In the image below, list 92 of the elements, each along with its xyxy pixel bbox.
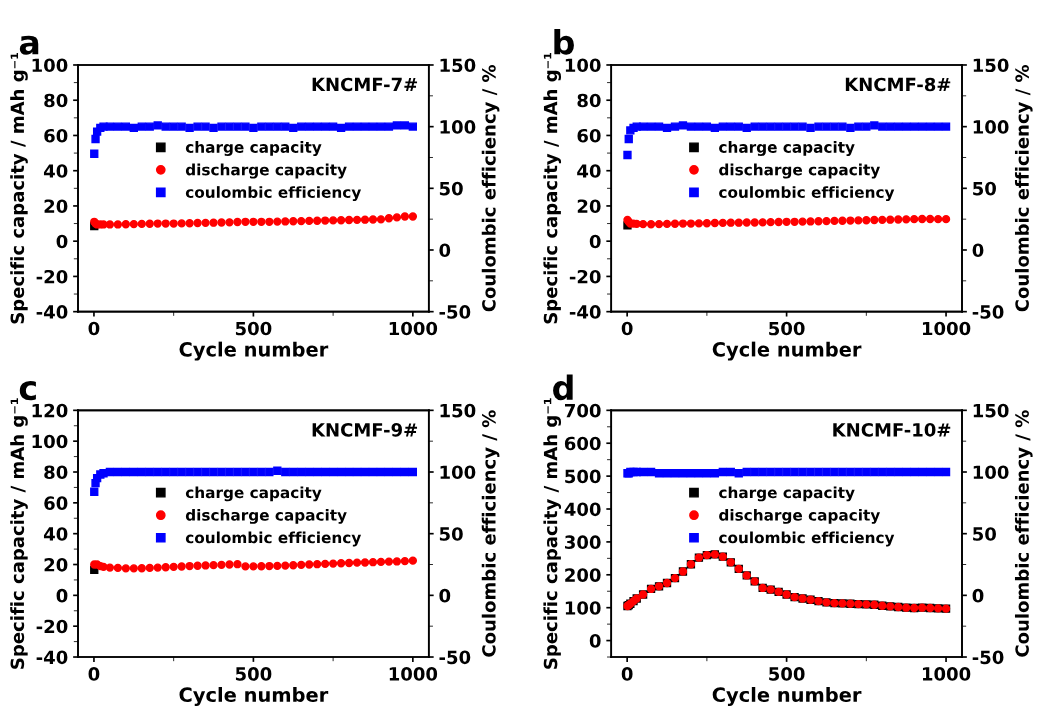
x-tick-label: 500	[769, 667, 805, 681]
y2-tick-label: 150	[973, 58, 1009, 73]
legend-label: charge capacity	[185, 141, 322, 156]
annotation: KNCMF-10#	[833, 422, 951, 437]
y2-tick-label: 100	[440, 465, 476, 480]
x-axis-title: Cycle number	[179, 686, 329, 706]
y-tick-label: 80	[44, 465, 68, 480]
y2-tick-label: 0	[972, 588, 984, 603]
y-tick-label: -40	[36, 305, 68, 319]
y2-tick-label: 100	[973, 120, 1009, 134]
y-tick-label: 0	[56, 234, 68, 249]
legend-label: coulombic efficiency	[185, 531, 362, 547]
x-tick-label: 0	[88, 667, 100, 681]
y-tick-label: 400	[564, 502, 601, 517]
y-tick-label: 300	[565, 535, 601, 550]
y2-tick-label: 0	[972, 243, 984, 258]
y2-tick-label: 50	[973, 181, 996, 196]
legend-label: charge capacity	[719, 486, 855, 502]
x-axis-title: Cycle number	[712, 686, 862, 706]
y-tick-label: 80	[577, 93, 601, 108]
y2-axis-title: Coulombic efficiency / %	[1014, 410, 1033, 657]
y2-tick-label: 0	[439, 243, 451, 258]
y2-axis-title: Coulombic efficiency / %	[1014, 64, 1033, 312]
y-tick-label: -40	[36, 650, 68, 665]
y-tick-label: 40	[43, 164, 68, 178]
y-tick-label: 100	[32, 58, 68, 73]
annotation: KNCMF-8#	[845, 77, 951, 92]
y-tick-label: 600	[564, 436, 601, 451]
y-tick-label: 20	[44, 199, 68, 214]
legend-label: coulombic efficiency	[185, 186, 362, 202]
legend-label: charge capacity	[185, 486, 322, 502]
x-tick-label: 0	[621, 321, 633, 336]
annotation: KNCMF-7#	[312, 77, 418, 92]
y2-tick-label: -50	[972, 305, 1004, 319]
y2-tick-label: 150	[440, 58, 476, 73]
text: b	[554, 29, 574, 55]
y-tick-label: 0	[589, 234, 601, 249]
y-tick-label: 40	[577, 164, 601, 178]
x-tick-label: 0	[88, 321, 100, 336]
y-axis-title: Specific capacity / mAh g⁻¹	[10, 52, 28, 324]
x-axis-title: Cycle number	[179, 341, 329, 361]
y2-tick-label: 150	[973, 403, 1009, 418]
y2-tick-label: -50	[972, 650, 1004, 665]
y2-tick-label: 150	[440, 403, 476, 418]
legend-label: discharge capacity	[719, 163, 880, 179]
annotation: KNCMF-9#	[312, 422, 418, 437]
x-axis-title: Cycle number	[712, 341, 862, 361]
y2-tick-label: 100	[973, 465, 1009, 480]
y2-tick-label: 50	[973, 527, 996, 541]
legend-label: discharge capacity	[185, 508, 347, 524]
y-tick-label: 60	[44, 128, 68, 143]
y2-tick-label: 50	[439, 181, 463, 196]
y-tick-label: 100	[565, 601, 601, 615]
y-tick-label: 0	[589, 634, 601, 648]
x-tick-label: 500	[235, 321, 272, 336]
legend-label: discharge capacity	[719, 508, 880, 524]
legend-label: charge capacity	[719, 141, 855, 156]
x-tick-label: 1000	[922, 321, 971, 336]
legend-label: coulombic efficiency	[719, 531, 895, 547]
y2-tick-label: 50	[439, 527, 463, 541]
y-tick-label: 40	[43, 527, 68, 541]
y-tick-label: 0	[56, 588, 68, 603]
x-tick-label: 1000	[922, 667, 971, 681]
y-tick-label: 20	[577, 199, 601, 214]
y-tick-label: 700	[565, 403, 601, 418]
y-tick-label: -20	[36, 619, 68, 634]
y-tick-label: 100	[32, 434, 68, 449]
y-tick-label: 80	[44, 93, 68, 108]
y-tick-label: -40	[569, 305, 601, 319]
y-tick-label: 100	[565, 58, 601, 73]
x-tick-label: 1000	[389, 321, 438, 336]
y-tick-label: 20	[44, 557, 68, 572]
y2-tick-label: 100	[440, 120, 476, 134]
y2-tick-label: -50	[439, 305, 471, 319]
y-tick-label: -20	[36, 269, 68, 284]
x-tick-label: 1000	[389, 667, 438, 681]
y2-tick-label: 0	[439, 588, 451, 603]
x-tick-label: 500	[235, 667, 272, 681]
y2-tick-label: -50	[439, 650, 471, 665]
y2-axis-title: Coulombic efficiency / %	[481, 64, 500, 312]
legend-label: coulombic efficiency	[719, 186, 895, 202]
y-tick-label: 200	[565, 568, 601, 582]
text: a	[19, 35, 39, 55]
y2-axis-title: Coulombic efficiency / %	[481, 410, 500, 657]
legend-label: discharge capacity	[185, 163, 347, 179]
x-tick-label: 0	[621, 667, 633, 681]
y-tick-label: -20	[569, 269, 601, 284]
y-tick-label: 60	[44, 496, 68, 510]
y-tick-label: 120	[32, 403, 68, 418]
y-tick-label: 500	[565, 469, 601, 484]
y-tick-label: 60	[577, 128, 601, 143]
x-tick-label: 500	[769, 321, 805, 336]
